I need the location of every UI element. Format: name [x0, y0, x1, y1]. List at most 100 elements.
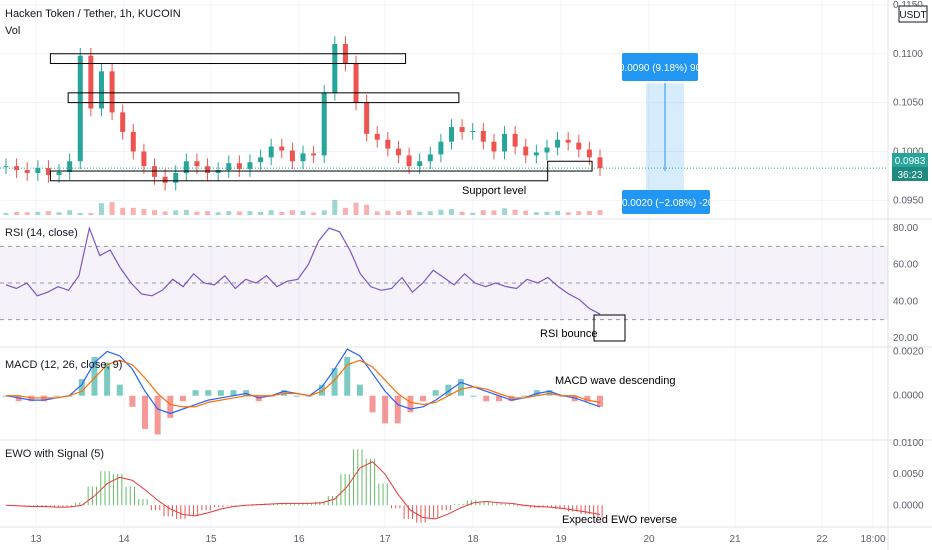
macd-label[interactable]: MACD (12, 26, close, 9) [5, 359, 122, 371]
candle-body [332, 43, 338, 93]
macd-histogram-bar [129, 395, 136, 407]
volume-bar [141, 209, 147, 215]
level-boxes[interactable] [49, 53, 593, 182]
candle-body [364, 102, 370, 134]
candle-body [406, 155, 412, 167]
macd-histogram-bar [432, 390, 439, 396]
volume-bar [279, 211, 285, 215]
volume-bar [576, 211, 582, 215]
volume-bar [321, 210, 327, 215]
candle-body [247, 162, 253, 170]
rsi-line [5, 226, 601, 315]
countdown-value: 36:23 [897, 170, 922, 181]
volume-bar [3, 213, 9, 215]
macd-histogram-bar [521, 395, 528, 397]
volume-bar [438, 209, 444, 215]
macd-histogram-bar [53, 395, 60, 397]
price-tick-label: 0.0950 [893, 195, 924, 206]
candle-body [586, 149, 592, 158]
candle-body [236, 163, 242, 170]
macd-tick-label: 0.0000 [893, 391, 924, 402]
candle-body [555, 139, 561, 148]
x-tick-label: 15 [205, 534, 217, 545]
macd-histogram-bar [483, 395, 490, 402]
x-tick-label: 17 [379, 534, 391, 545]
volume-bar [597, 210, 603, 215]
candle-body [597, 157, 603, 169]
volume-bar [215, 212, 221, 215]
x-tick-label: 19 [555, 534, 567, 545]
volume-bar [109, 202, 115, 215]
volume-bar [120, 207, 126, 215]
candle-body [459, 127, 465, 132]
rsi-label[interactable]: RSI (14, close) [5, 227, 78, 239]
ewo-tick-label: 0.0050 [893, 469, 924, 480]
volume-bar [459, 211, 465, 215]
symbol-title[interactable]: Hacken Token / Tether, 1h, KUCOIN [5, 8, 181, 20]
volume-bar [502, 208, 508, 215]
candle-body [268, 146, 274, 158]
candle-body [533, 152, 539, 156]
macd-histogram-bar [91, 356, 98, 396]
macd-histogram-bar [205, 390, 212, 396]
macd-histogram-bar [445, 384, 452, 396]
candle-body [130, 131, 136, 152]
rsi-bounce-note: RSI bounce [540, 328, 597, 340]
candle-body [226, 163, 232, 171]
volume-bar [258, 211, 264, 215]
x-tick-label: 21 [729, 534, 741, 545]
currency-box[interactable] [898, 5, 928, 23]
rsi-bounce-box[interactable] [593, 314, 626, 342]
macd-histogram-bar [457, 379, 464, 396]
current-price-tag [892, 153, 928, 167]
volume-bar [268, 210, 274, 215]
volume-bar [533, 212, 539, 215]
candle-body [183, 161, 189, 173]
volume-bar [364, 204, 370, 215]
level-box [67, 92, 460, 104]
axes: 13 14 15 16 17 18 19 20 21 22 18:00 0.1150 0.1100 0.1… [30, 0, 924, 545]
ewo-label[interactable]: EWO with Signal (5) [5, 448, 104, 460]
volume-bar [555, 210, 561, 215]
candle-body [353, 63, 359, 103]
candle-body [512, 133, 518, 147]
macd-signal-line [6, 359, 601, 408]
level-box [49, 53, 407, 65]
macd-histogram-bar [420, 395, 427, 402]
volume-bar [205, 211, 211, 215]
volume-bar [88, 212, 94, 215]
macd-histogram-bar [192, 390, 199, 396]
volume-bar [45, 211, 51, 215]
volume-label: Vol [5, 25, 20, 37]
macd-histogram-bar [344, 356, 351, 396]
candle-body [491, 141, 497, 152]
candle-body [141, 151, 147, 167]
candle-body [480, 130, 486, 142]
ewo-pane [5, 449, 603, 523]
price-tick-label: 0.1150 [893, 0, 923, 11]
candle-body [14, 166, 20, 171]
candle-body [67, 161, 73, 172]
candle-body [311, 153, 317, 156]
rsi-tick-label: 40.00 [893, 296, 918, 307]
volume-bar [406, 210, 412, 215]
ewo-tick-label: 0.0000 [893, 500, 924, 511]
candle-body [576, 142, 582, 150]
measure-up-label-bg [622, 53, 698, 81]
support-level-note: Support level [462, 185, 526, 197]
price-tick-label: 0.1100 [893, 49, 923, 60]
candle-body [395, 148, 401, 156]
volume-bar [300, 210, 306, 215]
macd-histogram-bar [584, 395, 591, 402]
measure-up-label: 0.0090 (9.18%) 90 [619, 63, 702, 74]
candle-body [449, 127, 454, 142]
volume-bar [385, 210, 391, 215]
measure-tools[interactable]: 0.0090 (9.18%) 90 -0.0020 (−2.08%) -20 [619, 53, 714, 214]
measure-down-area [646, 171, 684, 191]
candle-body [24, 170, 30, 173]
macd-histogram-bar [331, 368, 338, 396]
macd-histogram-bar [104, 362, 111, 396]
volume-bar [98, 203, 104, 215]
ewo-signal-line [5, 461, 601, 520]
